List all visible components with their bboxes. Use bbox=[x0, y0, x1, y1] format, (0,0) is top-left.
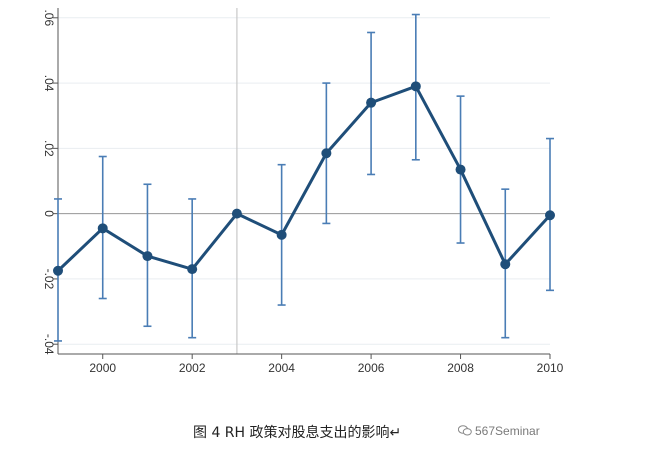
estimate-point bbox=[97, 223, 108, 234]
y-tick-label: -.04 bbox=[42, 334, 56, 355]
y-tick-label: -.02 bbox=[42, 269, 56, 290]
x-tick-label: 2000 bbox=[89, 361, 116, 375]
figure-caption: 图 4 RH 政策对股息支出的影响↵ bbox=[193, 425, 402, 441]
event-study-chart: -.04 -.02 0 .02 .04 .06 2000 2002 2004 2006 2008 20… bbox=[42, 8, 564, 375]
x-tick-label: 2006 bbox=[358, 361, 385, 375]
watermark: 567Seminar bbox=[458, 424, 540, 438]
tick-labels: -.04 -.02 0 .02 .04 .06 2000 2002 2004 2006 2008 20… bbox=[42, 9, 564, 375]
estimate-point bbox=[142, 251, 153, 262]
watermark-text: 567Seminar bbox=[475, 424, 540, 438]
wechat-icon bbox=[458, 425, 472, 436]
gridlines bbox=[58, 17, 550, 345]
y-tick-label: .06 bbox=[42, 9, 56, 26]
y-tick-label: .02 bbox=[42, 140, 56, 157]
estimate-points bbox=[53, 81, 555, 276]
y-tick-label: 0 bbox=[42, 210, 56, 217]
estimate-point bbox=[276, 229, 287, 240]
estimate-point bbox=[53, 265, 63, 276]
estimate-point bbox=[187, 264, 198, 275]
estimate-line-path bbox=[56, 84, 552, 272]
estimate-point bbox=[366, 97, 377, 108]
estimate-point bbox=[545, 210, 555, 221]
axes bbox=[53, 8, 551, 359]
y-tick-label: .04 bbox=[42, 75, 56, 92]
reference-lines bbox=[58, 8, 550, 354]
estimate-point bbox=[500, 259, 511, 270]
estimate-point bbox=[321, 148, 332, 159]
confidence-intervals bbox=[54, 13, 554, 342]
estimate-point bbox=[231, 208, 242, 219]
x-tick-label: 2002 bbox=[179, 361, 206, 375]
x-tick-label: 2008 bbox=[447, 361, 474, 375]
x-tick-label: 2004 bbox=[268, 361, 295, 375]
estimate-point bbox=[410, 81, 421, 92]
x-tick-label: 2010 bbox=[537, 361, 564, 375]
estimate-point bbox=[455, 164, 466, 175]
estimate-line bbox=[56, 84, 552, 272]
